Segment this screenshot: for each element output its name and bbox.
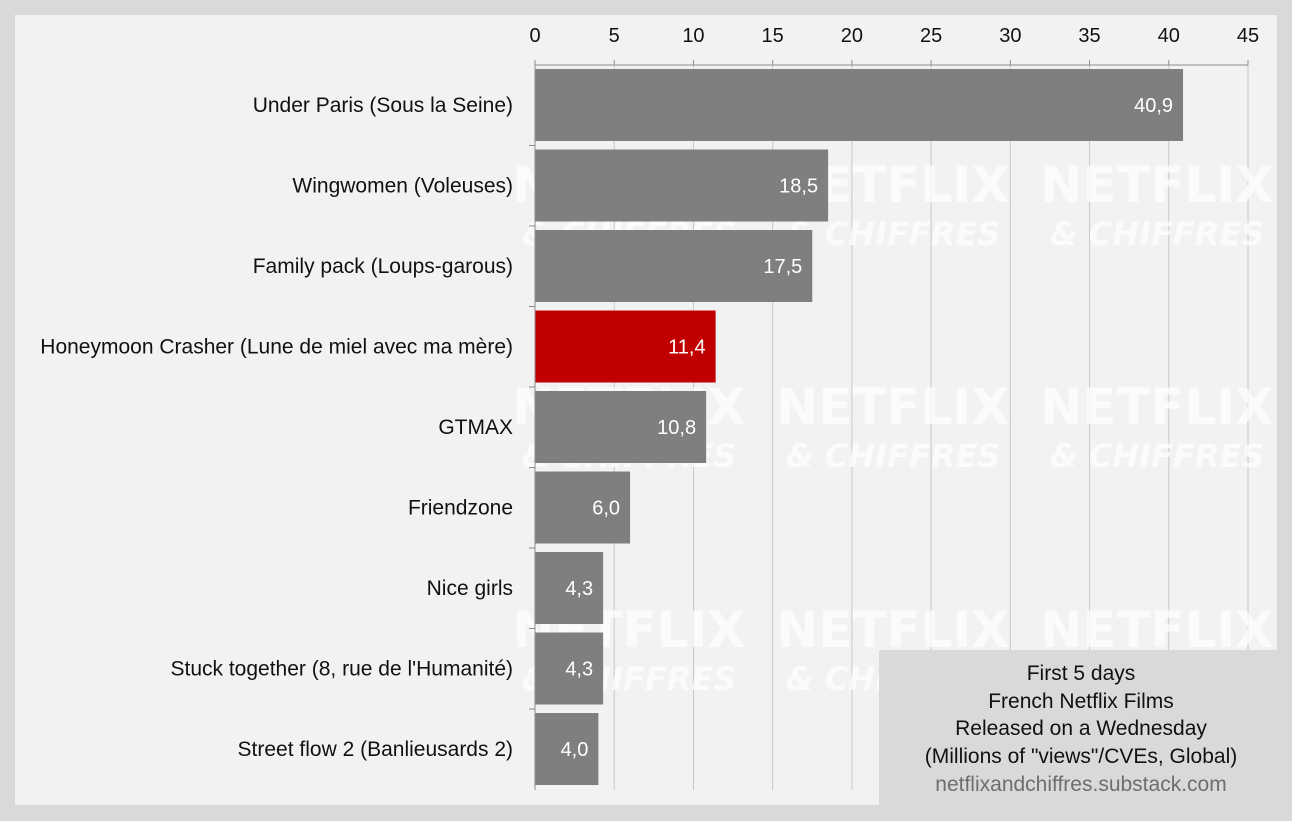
bar [535,713,599,785]
x-axis: 0 5 10 15 20 25 30 35 40 45 [529,25,1259,790]
bar-value-label: 4,3 [565,659,593,681]
note-background [879,650,1277,805]
note-line-1: First 5 days [1027,662,1136,685]
category-label: Honeymoon Crasher (Lune de miel avec ma … [40,336,513,359]
x-tick-label: 30 [999,25,1021,47]
bar-value-label: 18,5 [779,176,818,198]
x-tick-label: 25 [920,25,942,47]
bar [535,391,707,463]
bar-value-label: 17,5 [763,256,802,278]
x-tick-label: 35 [1078,25,1100,47]
watermark-netflix: NETFLIX [776,378,1009,436]
x-tick-label: 40 [1158,25,1180,47]
bar-value-label: 6,0 [592,498,620,520]
note-line-4: (Millions of "views"/CVEs, Global) [925,745,1238,768]
category-label: Street flow 2 (Banlieusards 2) [238,738,513,761]
x-tick-label: 0 [529,25,540,47]
category-label: Family pack (Loups-garous) [253,255,513,278]
bar [535,632,604,705]
category-label: Friendzone [408,497,513,520]
bar [535,552,604,624]
bar-value-label: 11,4 [668,337,705,359]
note-line-3: Released on a Wednesday [955,717,1207,740]
watermark-netflix: NETFLIX [776,601,1009,659]
bar [535,149,829,222]
bar [535,471,631,544]
category-label: Wingwomen (Voleuses) [292,175,513,198]
x-tick-label: 5 [609,25,620,47]
watermark-netflix: NETFLIX [1040,378,1273,436]
x-tick-label: 15 [762,25,784,47]
category-label: GTMAX [438,416,513,439]
bar-value-label: 40,9 [1134,95,1173,117]
bar [535,310,716,383]
watermark-netflix: NETFLIX [1040,601,1273,659]
note-line-2: French Netflix Films [988,690,1174,713]
watermark-chiffres: & CHIFFRES [1050,437,1264,475]
x-tick-label: 45 [1237,25,1259,47]
watermark-chiffres: & CHIFFRES [1050,215,1264,253]
category-label: Stuck together (8, rue de l'Humanité) [170,658,513,681]
category-label: Nice girls [427,577,513,600]
x-tick-label: 20 [841,25,863,47]
bars-group: 40,9 18,5 17,5 11,4 10,8 6,0 4,3 4,3 4,0 [535,69,1184,785]
category-labels: Under Paris (Sous la Seine) Wingwomen (Vo… [40,94,513,761]
note-box: First 5 days French Netflix Films Releas… [879,650,1277,805]
category-label: Under Paris (Sous la Seine) [253,94,513,117]
source-url: netflixandchiffres.substack.com [935,773,1226,796]
bar-value-label: 4,3 [565,578,593,600]
watermark-netflix: NETFLIX [1040,156,1273,214]
x-tick-label: 10 [682,25,704,47]
watermark-chiffres: & CHIFFRES [786,437,1000,475]
bar-value-label: 4,0 [561,739,589,761]
bar-value-label: 10,8 [657,417,696,439]
bar [535,230,813,302]
bar [535,69,1184,141]
